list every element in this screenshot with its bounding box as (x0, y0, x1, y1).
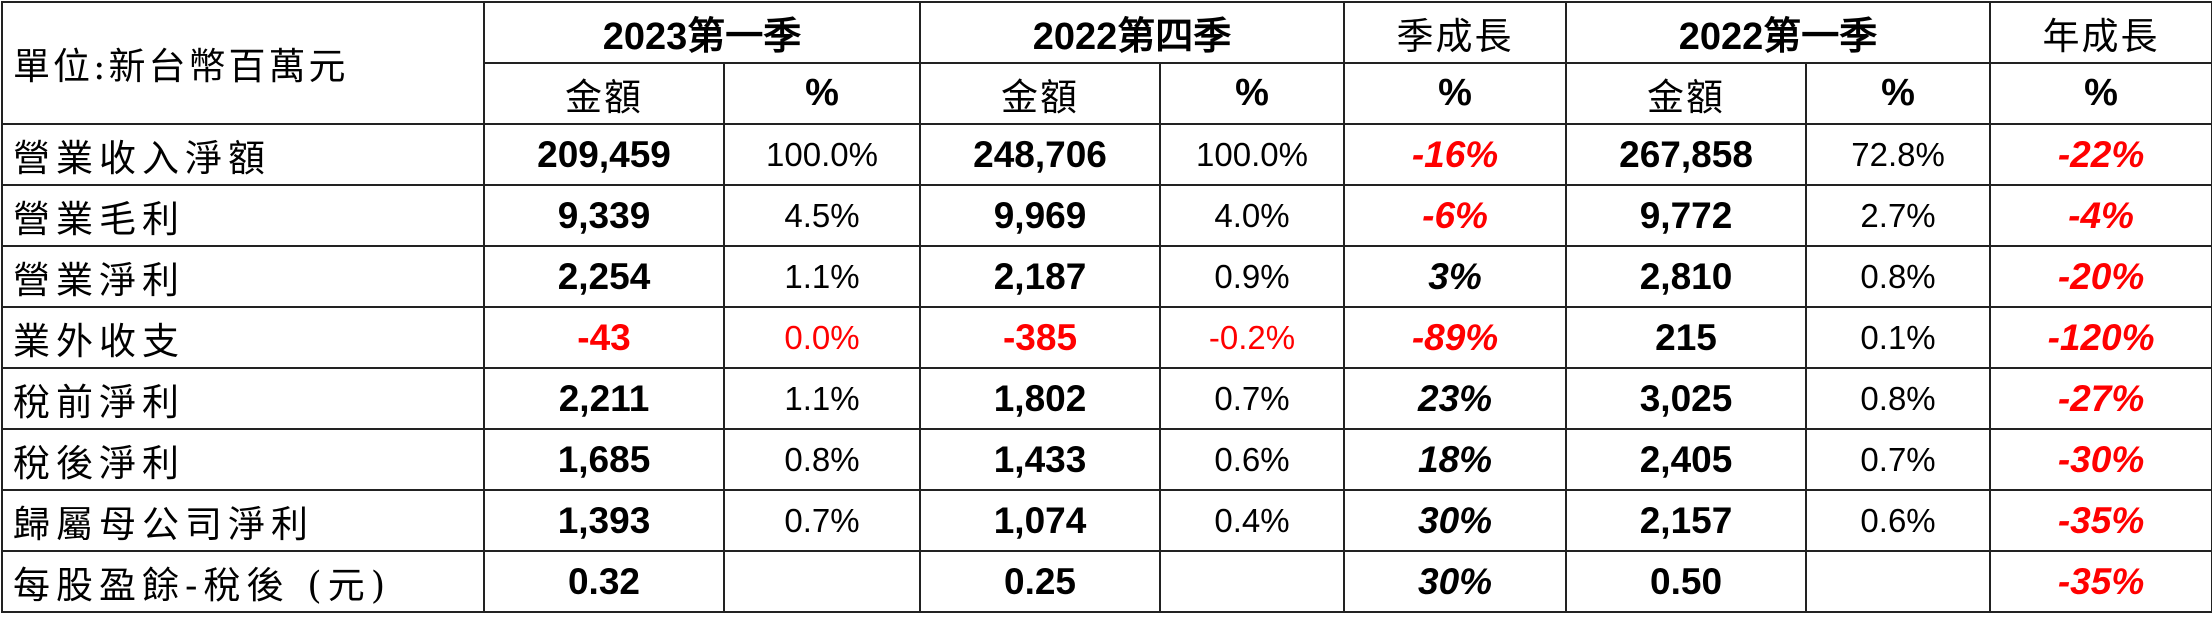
q4-2022-amount: -385 (919, 306, 1162, 369)
row-label: 營業淨利 (1, 245, 485, 308)
yoy-growth: -27% (1989, 367, 2212, 430)
q4-2022-percent: 0.7% (1159, 367, 1346, 430)
q1-2023-amount: -43 (483, 306, 725, 369)
qoq-growth: 18% (1343, 428, 1568, 491)
q1-2022-amount: 9,772 (1565, 184, 1808, 247)
unit-label: 單位:新台幣百萬元 (1, 1, 485, 125)
header-row-periods: 單位:新台幣百萬元 2023第一季 2022第四季 季成長 2022第一季 年成… (1, 1, 2212, 125)
q1-2022-amount: 267,858 (1565, 123, 1808, 186)
q1-2023-amount: 1,393 (483, 489, 725, 552)
q4-2022-amount: 9,969 (919, 184, 1162, 247)
table-row: 營業毛利 9,339 4.5% 9,969 4.0% -6% 9,772 2.7… (1, 184, 2212, 247)
yoy-growth: -4% (1989, 184, 2212, 247)
row-label: 每股盈餘-稅後 (元) (1, 550, 485, 613)
q4-2022-amount: 1,074 (919, 489, 1162, 552)
q1-2023-percent: 0.0% (722, 306, 922, 369)
header-q1-2022: 2022第一季 (1565, 1, 1992, 64)
header-q1-2023: 2023第一季 (482, 1, 922, 64)
q1-2023-amount: 0.32 (483, 550, 725, 613)
q1-2022-percent: 0.1% (1805, 306, 1992, 369)
row-label: 業外收支 (1, 306, 485, 369)
qoq-growth: 30% (1343, 489, 1568, 552)
qoq-growth: 3% (1343, 245, 1568, 308)
header-yoy-growth: 年成長 (1989, 1, 2212, 64)
col-pct-yoy: % (1989, 62, 2212, 125)
yoy-growth: -22% (1989, 123, 2212, 186)
q1-2022-percent: 0.7% (1805, 428, 1992, 491)
q1-2023-amount: 209,459 (483, 123, 725, 186)
qoq-growth: -89% (1343, 306, 1568, 369)
q4-2022-amount: 1,433 (919, 428, 1162, 491)
q1-2022-amount: 0.50 (1565, 550, 1808, 613)
col-pct-q4-2022: % (1159, 62, 1346, 125)
yoy-growth: -35% (1989, 489, 2212, 552)
row-label: 歸屬母公司淨利 (1, 489, 485, 552)
header-q4-2022: 2022第四季 (919, 1, 1346, 64)
q4-2022-amount: 0.25 (919, 550, 1162, 613)
q1-2023-percent: 1.1% (722, 367, 922, 430)
q1-2023-percent: 100.0% (722, 123, 922, 186)
row-label: 營業收入淨額 (1, 123, 485, 186)
yoy-growth: -35% (1989, 550, 2212, 613)
q1-2023-amount: 9,339 (483, 184, 725, 247)
q4-2022-percent (1159, 550, 1346, 613)
q1-2022-percent (1805, 550, 1992, 613)
col-pct-q1-2022: % (1805, 62, 1992, 125)
col-pct-q1-2023: % (722, 62, 922, 125)
table-row: 營業收入淨額 209,459 100.0% 248,706 100.0% -16… (1, 123, 2212, 186)
table-row: 業外收支 -43 0.0% -385 -0.2% -89% 215 0.1% -… (1, 306, 2212, 369)
q1-2022-amount: 2,810 (1565, 245, 1808, 308)
q4-2022-percent: 0.9% (1159, 245, 1346, 308)
qoq-growth: 30% (1343, 550, 1568, 613)
q1-2022-percent: 0.6% (1805, 489, 1992, 552)
table-row: 歸屬母公司淨利 1,393 0.7% 1,074 0.4% 30% 2,157 … (1, 489, 2212, 552)
q1-2022-percent: 0.8% (1805, 367, 1992, 430)
q1-2023-amount: 2,254 (483, 245, 725, 308)
q4-2022-percent: -0.2% (1159, 306, 1346, 369)
q1-2022-amount: 3,025 (1565, 367, 1808, 430)
yoy-growth: -20% (1989, 245, 2212, 308)
qoq-growth: 23% (1343, 367, 1568, 430)
q1-2022-amount: 2,157 (1565, 489, 1808, 552)
col-amount-q4-2022: 金額 (919, 62, 1162, 125)
row-label: 稅後淨利 (1, 428, 485, 491)
qoq-growth: -6% (1343, 184, 1568, 247)
col-amount-q1-2022: 金額 (1565, 62, 1808, 125)
header-row-columns: 金額 % 金額 % % 金額 % % (2, 62, 2212, 125)
q1-2022-amount: 215 (1565, 306, 1808, 369)
qoq-growth: -16% (1343, 123, 1568, 186)
q1-2022-amount: 2,405 (1565, 428, 1808, 491)
q1-2022-percent: 72.8% (1805, 123, 1992, 186)
q1-2023-percent (722, 550, 922, 613)
table-row: 營業淨利 2,254 1.1% 2,187 0.9% 3% 2,810 0.8%… (1, 245, 2212, 308)
col-amount-q1-2023: 金額 (483, 62, 725, 125)
q1-2022-percent: 2.7% (1805, 184, 1992, 247)
row-label: 營業毛利 (1, 184, 485, 247)
q1-2023-percent: 1.1% (722, 245, 922, 308)
header-qoq-growth: 季成長 (1343, 1, 1568, 64)
q4-2022-percent: 0.4% (1159, 489, 1346, 552)
table-row: 稅前淨利 2,211 1.1% 1,802 0.7% 23% 3,025 0.8… (1, 367, 2212, 430)
table-row: 每股盈餘-稅後 (元) 0.32 0.25 30% 0.50 -35% (1, 550, 2212, 613)
col-pct-qoq: % (1343, 62, 1568, 125)
q4-2022-amount: 248,706 (919, 123, 1162, 186)
q4-2022-amount: 1,802 (919, 367, 1162, 430)
q4-2022-percent: 0.6% (1159, 428, 1346, 491)
q4-2022-percent: 4.0% (1159, 184, 1346, 247)
row-label: 稅前淨利 (1, 367, 485, 430)
q1-2023-amount: 1,685 (483, 428, 725, 491)
q1-2023-percent: 4.5% (722, 184, 922, 247)
q1-2023-percent: 0.7% (722, 489, 922, 552)
table-row: 稅後淨利 1,685 0.8% 1,433 0.6% 18% 2,405 0.7… (1, 428, 2212, 491)
yoy-growth: -30% (1989, 428, 2212, 491)
yoy-growth: -120% (1989, 306, 2212, 369)
income-statement-table: 單位:新台幣百萬元 2023第一季 2022第四季 季成長 2022第一季 年成… (1, 1, 2212, 613)
q1-2023-amount: 2,211 (483, 367, 725, 430)
q1-2022-percent: 0.8% (1805, 245, 1992, 308)
q1-2023-percent: 0.8% (722, 428, 922, 491)
q4-2022-percent: 100.0% (1159, 123, 1346, 186)
q4-2022-amount: 2,187 (919, 245, 1162, 308)
